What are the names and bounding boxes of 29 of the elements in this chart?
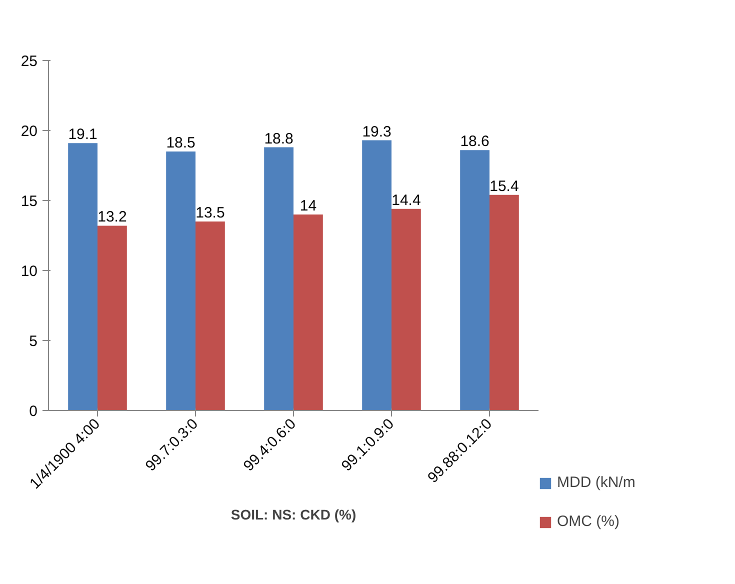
data-label: 13.5 [196,204,225,222]
x-axis-title: SOIL: NS: CKD (%) [230,506,356,522]
y-tick-label: 0 [29,403,38,420]
y-tick-label: 20 [20,123,38,140]
bar [68,143,98,410]
y-tick-label: 10 [20,263,38,280]
data-label: 18.6 [460,133,490,150]
y-tick-label: 25 [20,53,38,70]
bar [98,226,127,410]
legend-label: OMC (%) [557,513,620,530]
data-label: 18.8 [264,130,294,148]
data-label: 14 [300,198,317,214]
bar [294,214,323,410]
legend-label: MDD (kN/m [557,474,636,491]
bar [196,222,225,410]
bar [392,208,421,410]
y-tick-label: 15 [20,193,38,210]
bar [166,152,196,410]
bar [490,194,519,410]
data-label: 19.1 [68,126,98,144]
data-label: 18.5 [166,134,196,152]
data-label: 19.3 [362,123,392,140]
y-tick-label: 5 [29,333,38,350]
data-label: 14.4 [392,192,421,209]
data-label: 13.2 [98,208,127,226]
bar [460,150,490,410]
data-label: 15.4 [490,178,519,195]
bar [264,147,294,410]
bar [362,140,392,410]
